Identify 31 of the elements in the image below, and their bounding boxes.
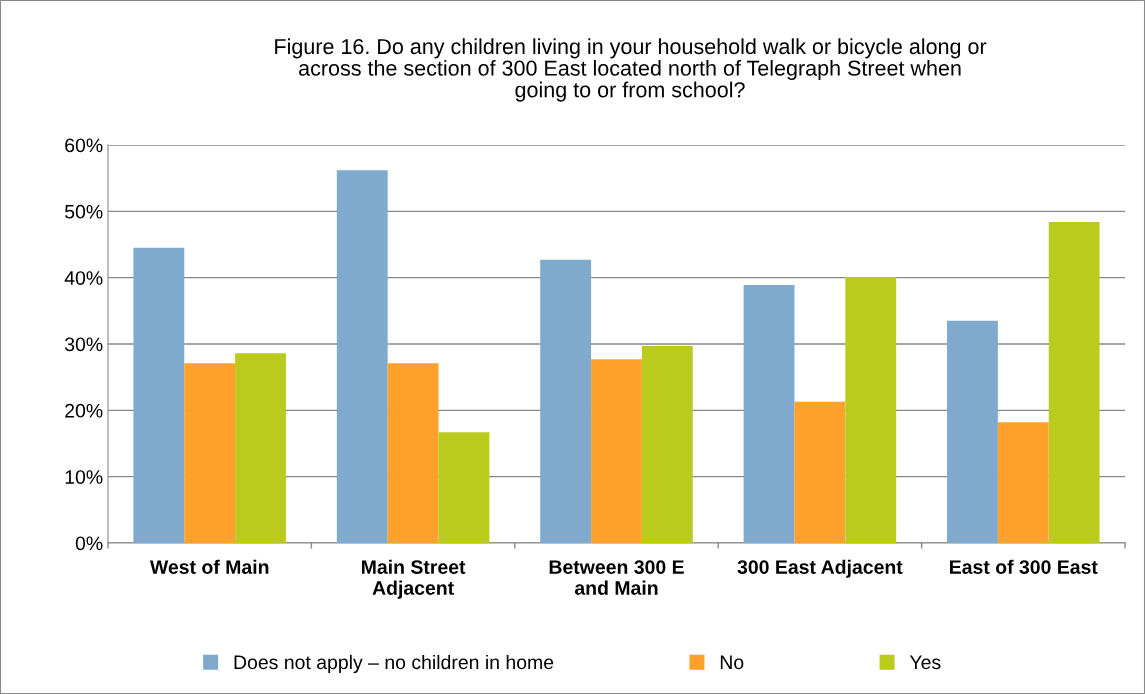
x-tick-label: West of Main — [149, 559, 269, 574]
bar — [540, 259, 592, 543]
bar — [1048, 221, 1100, 543]
legend-label: Does not apply – no children in home — [234, 654, 554, 674]
x-tick-label: East of 300 East — [950, 559, 1098, 574]
y-tick-label: 30% — [64, 337, 103, 352]
bar — [794, 401, 846, 543]
bar — [184, 363, 236, 543]
bar — [133, 247, 185, 543]
bar — [997, 422, 1049, 543]
bar — [336, 170, 388, 543]
bar — [235, 353, 286, 543]
bar — [641, 345, 693, 543]
y-tick-label: 50% — [65, 204, 103, 219]
y-tick-label: 0% — [75, 536, 103, 551]
bar — [845, 277, 897, 543]
x-tick-label: Between 300 E and Main — [549, 560, 684, 595]
chart-title: Figure 16. Do any children living in your household walk or bicycle along or across the section of 300 East located north of Telegraph Street when going to or from school? — [275, 38, 987, 102]
y-tick-label: 10% — [65, 470, 103, 484]
y-tick-label: 40% — [64, 271, 103, 285]
y-tick-label: 20% — [65, 403, 103, 418]
bar — [947, 320, 998, 543]
bar — [591, 359, 642, 543]
x-tick-label: 300 East Adjacent — [737, 559, 903, 578]
y-tick-label: 60% — [65, 138, 103, 153]
bar — [387, 363, 439, 543]
legend-label: No — [720, 655, 744, 670]
bar — [743, 284, 795, 543]
x-tick-label: Main Street Adjacent — [362, 559, 466, 599]
bar — [438, 432, 490, 543]
legend-label: Yes — [909, 655, 941, 670]
